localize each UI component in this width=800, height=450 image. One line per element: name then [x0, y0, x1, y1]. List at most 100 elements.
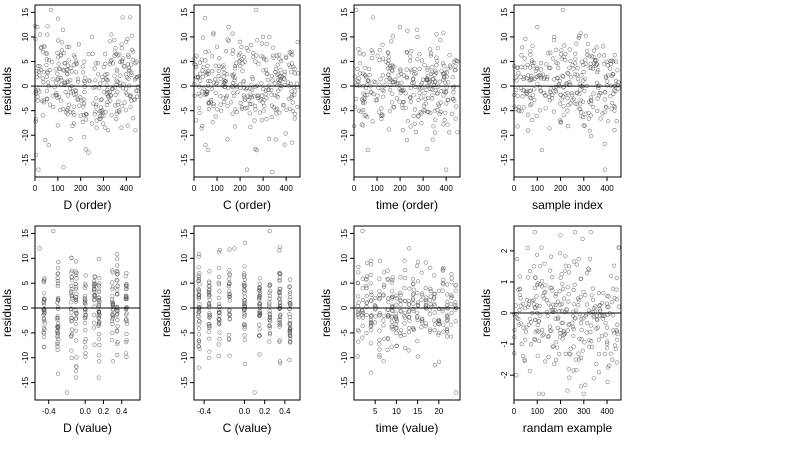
data-point [602, 167, 607, 172]
data-point [96, 290, 101, 295]
data-point [290, 100, 295, 105]
data-point [211, 30, 216, 35]
data-point [365, 300, 370, 305]
data-point [79, 98, 84, 103]
data-point [114, 313, 119, 318]
data-point [553, 340, 559, 345]
data-point [242, 274, 247, 280]
data-point [281, 76, 287, 81]
data-point [369, 290, 374, 295]
data-point [538, 89, 544, 94]
data-point [355, 78, 360, 83]
data-point [540, 294, 545, 299]
data-point [588, 329, 593, 335]
data-point [93, 96, 98, 101]
data-point [207, 313, 212, 318]
data-point [563, 92, 568, 97]
data-point [585, 321, 590, 326]
data-point [44, 96, 50, 101]
x-tick-label: 0 [192, 184, 197, 193]
data-point [124, 319, 129, 324]
data-point [277, 74, 283, 79]
x-axis-label: time (order) [376, 198, 438, 212]
data-point [552, 34, 557, 40]
y-axis-label: residuals [319, 289, 333, 337]
data-point [83, 312, 88, 317]
data-point [554, 345, 560, 350]
data-point [437, 112, 442, 117]
data-point [611, 59, 616, 64]
data-point [452, 84, 457, 89]
y-tick-label: 2 [500, 248, 509, 253]
data-point [256, 93, 261, 98]
data-point [411, 287, 416, 292]
data-point [572, 282, 577, 287]
data-point [242, 361, 247, 367]
data-point [377, 289, 382, 294]
data-point [417, 90, 422, 95]
data-point [96, 301, 101, 306]
data-point [529, 101, 534, 107]
data-point [519, 53, 524, 58]
data-point [66, 58, 71, 63]
y-tick-label: 15 [500, 7, 509, 16]
data-point [205, 63, 210, 68]
data-point [581, 99, 586, 104]
data-point [583, 293, 588, 298]
data-point [550, 309, 556, 315]
data-point [97, 342, 102, 348]
data-point [110, 297, 115, 302]
data-point [74, 297, 79, 303]
data-point [377, 354, 382, 359]
data-point [380, 113, 385, 118]
data-point [581, 62, 586, 68]
data-point [594, 80, 600, 85]
data-point [69, 316, 74, 321]
data-point [73, 88, 78, 93]
data-point [207, 336, 212, 341]
data-point [105, 99, 110, 104]
data-point [120, 56, 126, 61]
data-point [558, 275, 563, 280]
data-point [447, 130, 452, 135]
data-point [609, 300, 615, 305]
data-point [420, 318, 425, 323]
data-point [277, 322, 283, 327]
data-point [74, 62, 79, 67]
data-point [92, 66, 97, 71]
data-point [609, 106, 614, 111]
data-point [116, 99, 121, 104]
data-point [352, 74, 358, 79]
data-point [602, 110, 607, 115]
data-point [394, 343, 399, 349]
data-point [48, 7, 54, 12]
data-point [381, 94, 386, 99]
data-point [419, 111, 424, 116]
data-point [69, 332, 75, 337]
data-point [571, 344, 576, 349]
plot-frame [34, 225, 141, 401]
data-point [225, 137, 230, 142]
data-point [609, 100, 615, 106]
data-point [550, 344, 555, 349]
data-point [242, 299, 247, 304]
data-point [208, 79, 213, 84]
data-point [136, 74, 141, 79]
data-point [539, 245, 544, 250]
data-point [572, 72, 578, 77]
data-point [33, 88, 38, 93]
data-point [119, 58, 125, 63]
data-point [93, 61, 98, 66]
data-point [522, 337, 528, 342]
data-point [558, 92, 563, 97]
data-point [267, 325, 272, 330]
data-point [267, 323, 272, 329]
data-point [128, 15, 133, 20]
data-point [411, 291, 416, 296]
y-tick-label: -1 [500, 340, 509, 348]
y-tick-label: -5 [180, 107, 189, 115]
data-point [419, 121, 424, 126]
data-point [216, 68, 221, 74]
data-point [448, 63, 453, 68]
data-point [445, 313, 450, 318]
